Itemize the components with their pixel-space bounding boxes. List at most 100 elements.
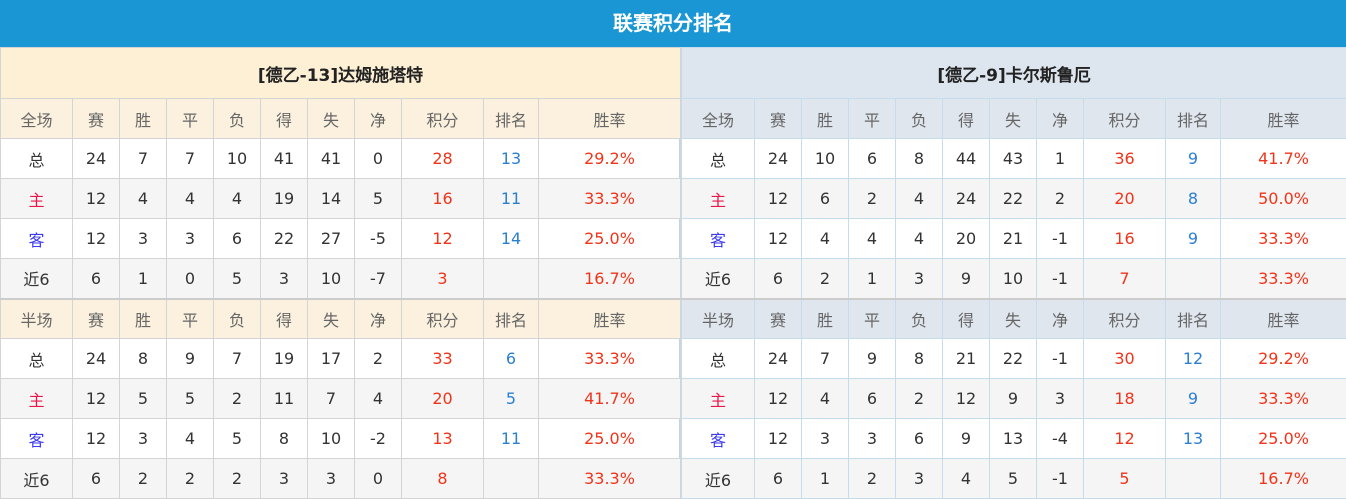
section-label: 半场 bbox=[0, 297, 73, 339]
cell-lost: 5 bbox=[213, 418, 261, 459]
column-header: 排名 bbox=[1165, 297, 1221, 339]
cell-points: 13 bbox=[401, 418, 484, 459]
cell-rank: 9 bbox=[1165, 218, 1221, 259]
cell-drawn: 1 bbox=[848, 258, 896, 299]
cell-goal-diff: -4 bbox=[1036, 418, 1084, 459]
column-header: 胜 bbox=[801, 297, 849, 339]
cell-goals-against: 21 bbox=[989, 218, 1037, 259]
cell-goals-against: 3 bbox=[307, 458, 355, 499]
column-header: 积分 bbox=[401, 297, 484, 339]
cell-points: 8 bbox=[401, 458, 484, 499]
cell-played: 24 bbox=[754, 338, 802, 379]
cell-won: 1 bbox=[119, 258, 167, 299]
cell-points: 18 bbox=[1083, 378, 1166, 419]
column-header: 负 bbox=[213, 98, 261, 139]
cell-goal-diff: -2 bbox=[354, 418, 402, 459]
column-header: 赛 bbox=[754, 297, 802, 339]
cell-goals-for: 20 bbox=[942, 218, 990, 259]
column-header: 平 bbox=[848, 297, 896, 339]
cell-goal-diff: 1 bbox=[1036, 138, 1084, 179]
column-header: 胜率 bbox=[1219, 98, 1346, 139]
column-header: 失 bbox=[307, 98, 355, 139]
cell-goal-diff: 4 bbox=[354, 378, 402, 419]
table-row: 总 24 8 9 7 19 17 2 33 6 33.3% bbox=[0, 338, 682, 379]
section-label: 半场 bbox=[681, 297, 755, 339]
row-label: 客 bbox=[681, 418, 755, 459]
team-name[interactable]: [德乙-9]卡尔斯鲁厄 bbox=[680, 47, 1346, 99]
column-header: 胜率 bbox=[537, 297, 682, 339]
cell-won: 6 bbox=[801, 178, 849, 219]
cell-win-rate: 33.3% bbox=[1219, 258, 1346, 299]
cell-lost: 2 bbox=[213, 378, 261, 419]
cell-points: 33 bbox=[401, 338, 484, 379]
table-row: 总 24 7 9 8 21 22 -1 30 12 29.2% bbox=[681, 338, 1346, 379]
cell-played: 12 bbox=[754, 378, 802, 419]
cell-won: 3 bbox=[119, 218, 167, 259]
cell-played: 12 bbox=[72, 178, 120, 219]
cell-rank bbox=[483, 258, 539, 299]
cell-goals-against: 9 bbox=[989, 378, 1037, 419]
cell-goals-for: 41 bbox=[260, 138, 308, 179]
cell-won: 8 bbox=[119, 338, 167, 379]
column-header: 胜率 bbox=[537, 98, 682, 139]
cell-goals-against: 14 bbox=[307, 178, 355, 219]
cell-win-rate: 16.7% bbox=[1219, 458, 1346, 499]
section-header: 全场赛胜平负得失净积分 排名 胜率 bbox=[0, 98, 682, 139]
cell-win-rate: 33.3% bbox=[537, 178, 682, 219]
cell-drawn: 3 bbox=[848, 418, 896, 459]
cell-rank: 14 bbox=[483, 218, 539, 259]
cell-drawn: 4 bbox=[848, 218, 896, 259]
cell-drawn: 0 bbox=[166, 258, 214, 299]
cell-points: 30 bbox=[1083, 338, 1166, 379]
cell-won: 10 bbox=[801, 138, 849, 179]
cell-win-rate: 33.3% bbox=[1219, 378, 1346, 419]
cell-played: 12 bbox=[72, 418, 120, 459]
cell-points: 16 bbox=[1083, 218, 1166, 259]
team-name[interactable]: [德乙-13]达姆施塔特 bbox=[0, 47, 682, 99]
cell-played: 12 bbox=[72, 378, 120, 419]
cell-won: 3 bbox=[119, 418, 167, 459]
table-row: 主 12 6 2 4 24 22 2 20 8 50.0% bbox=[681, 178, 1346, 219]
column-header: 平 bbox=[166, 297, 214, 339]
column-header: 赛 bbox=[754, 98, 802, 139]
cell-lost: 4 bbox=[213, 178, 261, 219]
cell-won: 4 bbox=[801, 218, 849, 259]
cell-goals-against: 41 bbox=[307, 138, 355, 179]
cell-goals-against: 22 bbox=[989, 338, 1037, 379]
table-row: 客 12 3 4 5 8 10 -2 13 11 25.0% bbox=[0, 418, 682, 459]
cell-lost: 8 bbox=[895, 338, 943, 379]
column-header: 积分 bbox=[1083, 98, 1166, 139]
cell-win-rate: 41.7% bbox=[1219, 138, 1346, 179]
table-row: 主 12 5 5 2 11 7 4 20 5 41.7% bbox=[0, 378, 682, 419]
table-row: 近6 6 2 2 2 3 3 0 8 33.3% bbox=[0, 458, 682, 499]
cell-win-rate: 29.2% bbox=[537, 138, 682, 179]
cell-rank bbox=[1165, 458, 1221, 499]
cell-played: 6 bbox=[754, 458, 802, 499]
cell-goals-for: 12 bbox=[942, 378, 990, 419]
row-label: 总 bbox=[681, 338, 755, 379]
column-header: 积分 bbox=[1083, 297, 1166, 339]
cell-points: 12 bbox=[401, 218, 484, 259]
section-label: 全场 bbox=[0, 98, 73, 139]
cell-played: 12 bbox=[754, 218, 802, 259]
column-header: 得 bbox=[260, 98, 308, 139]
cell-win-rate: 16.7% bbox=[537, 258, 682, 299]
cell-points: 20 bbox=[1083, 178, 1166, 219]
cell-lost: 5 bbox=[213, 258, 261, 299]
cell-won: 2 bbox=[119, 458, 167, 499]
section-header: 全场赛胜平负得失净积分 排名 胜率 bbox=[681, 98, 1346, 139]
row-label: 总 bbox=[0, 138, 73, 179]
cell-goals-against: 27 bbox=[307, 218, 355, 259]
table-row: 总 24 10 6 8 44 43 1 36 9 41.7% bbox=[681, 138, 1346, 179]
cell-goals-against: 13 bbox=[989, 418, 1037, 459]
cell-rank bbox=[1165, 258, 1221, 299]
table-row: 主 12 4 4 4 19 14 5 16 11 33.3% bbox=[0, 178, 682, 219]
cell-goal-diff: -7 bbox=[354, 258, 402, 299]
cell-win-rate: 25.0% bbox=[1219, 418, 1346, 459]
column-header: 胜 bbox=[119, 297, 167, 339]
cell-goals-for: 24 bbox=[942, 178, 990, 219]
cell-rank: 9 bbox=[1165, 378, 1221, 419]
cell-win-rate: 25.0% bbox=[537, 418, 682, 459]
cell-won: 4 bbox=[801, 378, 849, 419]
column-header: 赛 bbox=[72, 98, 120, 139]
